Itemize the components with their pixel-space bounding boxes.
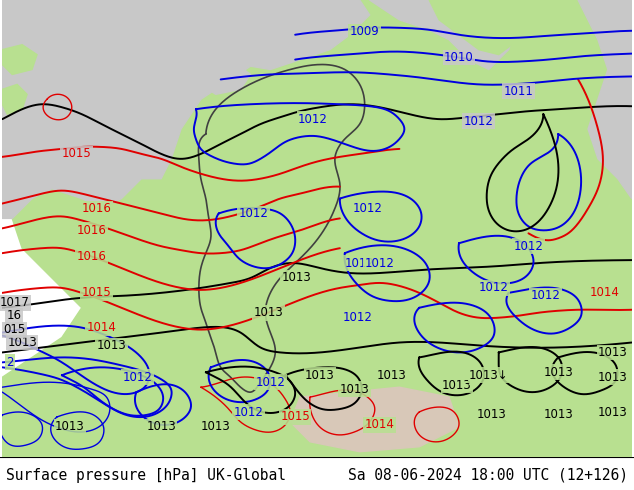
Text: 1013: 1013 (55, 420, 85, 433)
Polygon shape (3, 0, 101, 198)
Text: 1015: 1015 (280, 411, 310, 423)
Text: 1009: 1009 (350, 25, 380, 38)
Text: 1013: 1013 (442, 379, 472, 392)
Text: 015: 015 (3, 323, 25, 336)
Text: 1013: 1013 (254, 306, 283, 319)
Text: 1012: 1012 (365, 257, 394, 270)
Text: 1013↓: 1013↓ (469, 369, 508, 382)
Text: 1013: 1013 (340, 383, 370, 395)
Polygon shape (3, 45, 37, 74)
Text: 1013: 1013 (598, 346, 628, 359)
Text: 1016: 1016 (77, 249, 107, 263)
Text: 1012: 1012 (353, 202, 382, 215)
Text: 1012: 1012 (298, 113, 328, 125)
Text: 1013: 1013 (543, 366, 573, 379)
Polygon shape (3, 84, 27, 114)
Text: 1013: 1013 (281, 271, 311, 285)
Polygon shape (538, 0, 631, 49)
Text: 1013: 1013 (543, 409, 573, 421)
Polygon shape (370, 0, 519, 70)
Text: 1015: 1015 (62, 147, 92, 160)
Text: 16: 16 (7, 309, 22, 322)
Text: 1012: 1012 (514, 240, 543, 253)
Text: Surface pressure [hPa] UK-Global: Surface pressure [hPa] UK-Global (6, 467, 287, 483)
Text: 1016: 1016 (82, 202, 112, 215)
Text: 1011: 1011 (503, 85, 533, 98)
Polygon shape (201, 60, 250, 94)
Text: 1016: 1016 (77, 224, 107, 237)
Text: 1012: 1012 (343, 311, 373, 324)
Text: Sa 08-06-2024 18:00 UTC (12+126): Sa 08-06-2024 18:00 UTC (12+126) (347, 467, 628, 483)
Text: 1014: 1014 (365, 418, 394, 431)
Text: 1012: 1012 (256, 376, 285, 389)
Text: 1012: 1012 (479, 281, 508, 294)
Polygon shape (3, 0, 631, 457)
Polygon shape (3, 0, 300, 219)
Text: 1013: 1013 (598, 371, 628, 384)
Text: 1013: 1013 (377, 369, 406, 382)
Text: 1012: 1012 (531, 290, 560, 302)
Text: 1012: 1012 (464, 115, 494, 127)
Text: 1013: 1013 (305, 369, 335, 382)
Polygon shape (578, 0, 631, 198)
Text: 1013: 1013 (7, 336, 37, 349)
Text: 1017: 1017 (0, 296, 29, 309)
Text: 1013: 1013 (598, 406, 628, 418)
Text: 1013: 1013 (201, 420, 231, 433)
Polygon shape (201, 0, 370, 70)
Text: 1010: 1010 (444, 51, 474, 64)
Text: 1013: 1013 (477, 409, 507, 421)
Text: 2: 2 (6, 356, 14, 369)
Text: 1012: 1012 (233, 406, 264, 418)
Text: 1014: 1014 (590, 286, 620, 299)
Text: 1012: 1012 (238, 207, 268, 220)
Polygon shape (290, 387, 459, 452)
Text: 1012: 1012 (345, 257, 375, 270)
Text: 1013: 1013 (96, 339, 126, 352)
Text: 1013: 1013 (146, 420, 176, 433)
Text: 1014: 1014 (87, 321, 117, 334)
Text: 1012: 1012 (122, 371, 152, 384)
Text: 1015: 1015 (82, 286, 112, 299)
Polygon shape (429, 0, 529, 54)
